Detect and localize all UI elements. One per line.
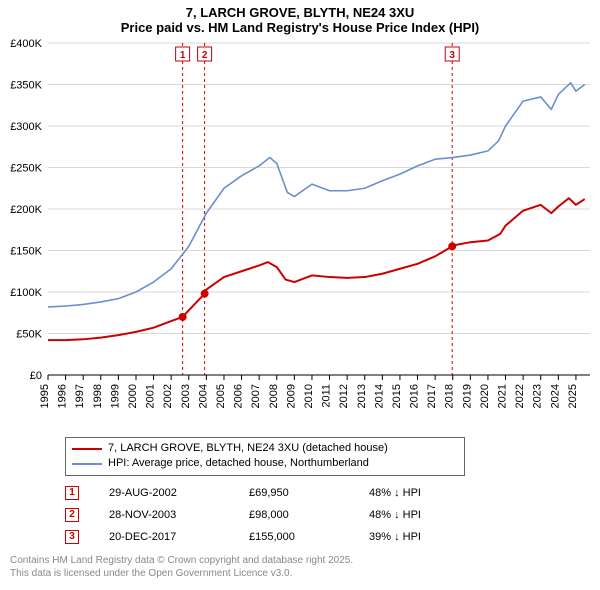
legend-item-property: 7, LARCH GROVE, BLYTH, NE24 3XU (detache… — [72, 441, 458, 456]
y-tick-label: £100K — [10, 287, 42, 299]
y-tick-label: £200K — [10, 204, 42, 216]
x-tick-label: 2024 — [549, 384, 561, 408]
legend-label-hpi: HPI: Average price, detached house, Nort… — [108, 456, 369, 471]
x-tick-label: 2023 — [532, 384, 544, 408]
x-tick-label: 2004 — [197, 384, 209, 408]
y-tick-label: £250K — [10, 163, 42, 175]
marker-number-box: 2 — [65, 508, 79, 522]
marker-dot — [179, 313, 187, 321]
marker-delta: 48% ↓ HPI — [369, 487, 459, 499]
series-line — [48, 198, 585, 340]
marker-table: 1 29-AUG-2002 £69,950 48% ↓ HPI 2 28-NOV-2003… — [65, 482, 600, 548]
x-tick-label: 2009 — [285, 384, 297, 408]
chart-title-block: 7, LARCH GROVE, BLYTH, NE24 3XU Price pa… — [0, 0, 600, 35]
marker-date: 28-NOV-2003 — [109, 509, 219, 521]
x-tick-label: 2012 — [338, 384, 350, 408]
marker-price: £69,950 — [249, 487, 339, 499]
x-tick-label: 2010 — [303, 384, 315, 408]
y-tick-label: £400K — [10, 38, 42, 50]
x-tick-label: 2015 — [391, 384, 403, 408]
footer-line-2: This data is licensed under the Open Gov… — [10, 567, 600, 580]
x-tick-label: 2017 — [426, 384, 438, 408]
marker-dot — [448, 242, 456, 250]
x-tick-label: 2005 — [215, 384, 227, 408]
x-tick-label: 2008 — [268, 384, 280, 408]
marker-price: £98,000 — [249, 509, 339, 521]
x-tick-label: 2002 — [162, 384, 174, 408]
x-tick-label: 2003 — [180, 384, 192, 408]
marker-date: 29-AUG-2002 — [109, 487, 219, 499]
x-tick-label: 2025 — [567, 384, 579, 408]
x-tick-label: 2000 — [127, 384, 139, 408]
marker-number-box: 1 — [65, 486, 79, 500]
x-tick-label: 2007 — [250, 384, 262, 408]
x-tick-label: 1995 — [39, 384, 51, 408]
y-tick-label: £0 — [30, 370, 42, 382]
marker-flag-number: 1 — [180, 50, 186, 61]
marker-flag-number: 2 — [202, 50, 208, 61]
title-line-1: 7, LARCH GROVE, BLYTH, NE24 3XU — [0, 5, 600, 20]
x-tick-label: 2022 — [514, 384, 526, 408]
x-tick-label: 2021 — [497, 384, 509, 408]
marker-dot — [201, 290, 209, 298]
y-tick-label: £350K — [10, 80, 42, 92]
marker-date: 20-DEC-2017 — [109, 531, 219, 543]
legend-swatch-hpi — [72, 463, 102, 465]
x-tick-label: 2018 — [444, 384, 456, 408]
x-tick-label: 2019 — [461, 384, 473, 408]
legend-item-hpi: HPI: Average price, detached house, Nort… — [72, 456, 458, 471]
marker-delta: 39% ↓ HPI — [369, 531, 459, 543]
x-tick-label: 2020 — [479, 384, 491, 408]
footer-line-1: Contains HM Land Registry data © Crown c… — [10, 554, 600, 567]
marker-number-box: 3 — [65, 530, 79, 544]
x-tick-label: 2013 — [356, 384, 368, 408]
marker-row: 1 29-AUG-2002 £69,950 48% ↓ HPI — [65, 482, 600, 504]
marker-row: 2 28-NOV-2003 £98,000 48% ↓ HPI — [65, 504, 600, 526]
title-line-2: Price paid vs. HM Land Registry's House … — [0, 20, 600, 35]
x-tick-label: 1997 — [74, 384, 86, 408]
marker-row: 3 20-DEC-2017 £155,000 39% ↓ HPI — [65, 526, 600, 548]
x-tick-label: 2001 — [145, 384, 157, 408]
price-chart: £0 £50K £100K £150K £200K £250K £300K £350K £400… — [0, 35, 600, 431]
legend-box: 7, LARCH GROVE, BLYTH, NE24 3XU (detache… — [65, 437, 465, 476]
series-line — [48, 83, 585, 307]
x-tick-label: 1998 — [92, 384, 104, 408]
y-tick-label: £300K — [10, 121, 42, 133]
marker-price: £155,000 — [249, 531, 339, 543]
legend-swatch-property — [72, 448, 102, 450]
x-tick-label: 2006 — [233, 384, 245, 408]
legend-label-property: 7, LARCH GROVE, BLYTH, NE24 3XU (detache… — [108, 441, 388, 456]
x-tick-label: 2014 — [373, 384, 385, 408]
x-tick-label: 2016 — [409, 384, 421, 408]
marker-flag-number: 3 — [449, 50, 455, 61]
x-tick-label: 2011 — [321, 384, 333, 408]
y-tick-label: £150K — [10, 246, 42, 258]
x-tick-label: 1999 — [109, 384, 121, 408]
x-tick-label: 1996 — [57, 384, 69, 408]
footer-attribution: Contains HM Land Registry data © Crown c… — [10, 554, 600, 580]
marker-delta: 48% ↓ HPI — [369, 509, 459, 521]
y-tick-label: £50K — [16, 329, 42, 341]
